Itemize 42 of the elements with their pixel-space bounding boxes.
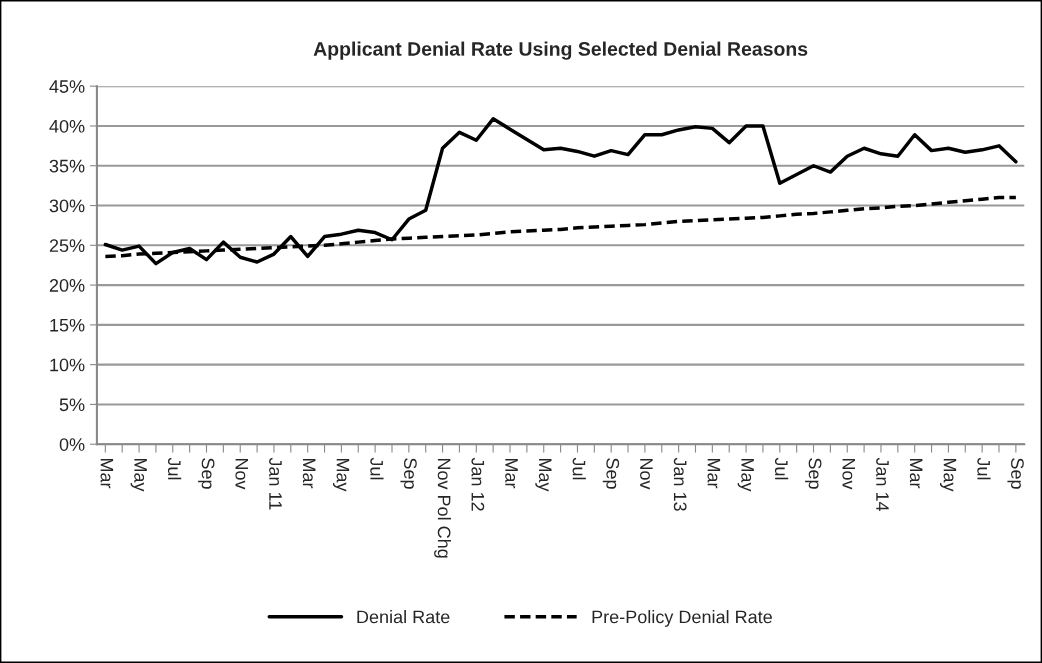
x-tick-label: Sep [198,458,215,489]
y-tick-label: 15% [50,318,85,332]
x-tick-label: Jan 11 [269,457,282,510]
y-tick-label: 25% [49,239,85,253]
x-tick-label: Nov [235,458,248,490]
legend-label: Denial Rate [357,610,450,624]
x-tick-label: Mar [100,458,114,489]
x-tick-label: Jul [572,457,586,480]
x-tick-label: Jul [774,457,789,480]
x-tick-label: Nov Pol Chg [434,458,451,558]
x-tick-label: May [130,458,147,492]
x-tick-label: Jan 13 [673,457,687,511]
y-tick-label: 0% [59,438,85,451]
x-tick-label: Jul [370,457,384,480]
y-tick-label: 20% [49,279,85,292]
y-tick-label: 30% [49,199,85,213]
chart-title: Applicant Denial Rate Using Selected Denial Reasons [313,41,808,60]
x-tick-label: May [737,458,754,492]
x-tick-label: Jul [167,457,182,480]
x-tick-label: May [332,458,350,492]
x-tick-label: Nov [842,458,855,490]
x-tick-label: Jul [977,457,991,480]
x-tick-label: Sep [805,458,822,489]
line-series [103,117,1018,266]
x-tick-label: Jan 14 [876,457,889,512]
y-tick-label: 35% [49,159,85,173]
x-tick-label: Mar [909,458,923,489]
x-tick-label: Mar [302,458,316,489]
x-tick-label: Mar [505,458,518,489]
legend-label: Pre-Policy Denial Rate [592,610,772,627]
y-tick-label: 40% [49,119,85,133]
y-tick-label: 5% [59,398,85,412]
y-tick-label: 10% [50,358,85,372]
y-tick-label: 45% [49,80,85,93]
x-tick-label: Sep [1007,458,1024,489]
x-tick-label: Sep [602,458,620,489]
x-tick-label: May [535,458,552,492]
x-tick-label: Jan 12 [471,457,485,511]
x-tick-label: May [939,458,957,492]
x-tick-label: Sep [400,458,417,489]
x-tick-label: Mar [707,458,721,489]
x-tick-label: Nov [640,458,653,490]
